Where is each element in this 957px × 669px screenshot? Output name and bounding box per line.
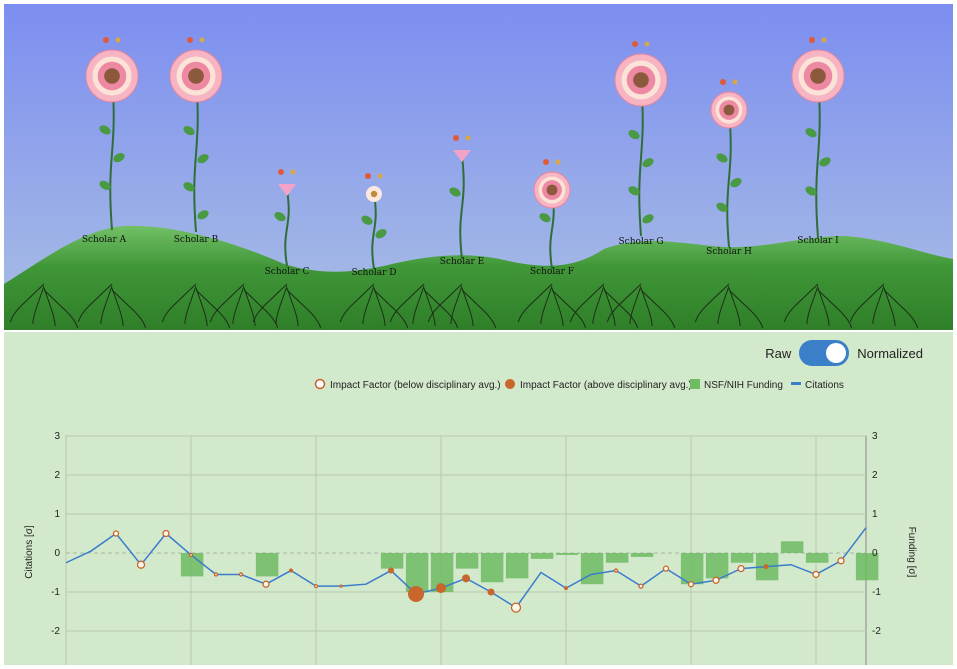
scholar-label: Scholar E xyxy=(440,257,484,267)
funding-bar xyxy=(455,553,479,569)
impact-below-point xyxy=(837,557,845,565)
legend-if-above-label: Impact Factor (above disciplinary avg.) xyxy=(520,380,692,391)
funding-bar xyxy=(180,553,204,577)
y-tick-label: 2 xyxy=(54,470,60,481)
legend-if-above-marker xyxy=(505,379,515,389)
y2-tick-label: -1 xyxy=(872,587,881,598)
y2-axis-label: Funding [σ] xyxy=(906,527,917,578)
funding-bar xyxy=(505,553,529,579)
legend: Impact Factor (below disciplinary avg.) … xyxy=(314,378,844,391)
funding-bar xyxy=(405,553,429,592)
impact-above-point xyxy=(289,568,293,573)
scholar-garden: Scholar A Scholar B Scholar C Scholar D Scho… xyxy=(4,4,953,330)
impact-above-point xyxy=(408,585,424,602)
chart-panel: Raw Normalized Impact Factor (below disc… xyxy=(4,332,953,665)
impact-above-point xyxy=(763,564,769,570)
scholar-flower xyxy=(274,169,296,267)
toggle-knob xyxy=(826,343,847,363)
impact-above-point xyxy=(487,588,495,596)
impact-below-point xyxy=(213,572,219,577)
funding-bar xyxy=(255,553,279,577)
funding-bar xyxy=(780,541,804,553)
scholar-flower xyxy=(169,37,223,233)
funding-bar xyxy=(630,553,654,557)
impact-below-point xyxy=(238,572,244,577)
y2-tick-label: 3 xyxy=(872,431,878,442)
funding-bar xyxy=(605,553,629,563)
impact-below-point xyxy=(112,530,120,537)
impact-above-point xyxy=(436,583,446,594)
legend-funding-marker xyxy=(690,379,700,389)
y-tick-label: 0 xyxy=(54,548,60,559)
impact-below-point xyxy=(313,583,319,589)
citations-funding-chart: Impact Factor (below disciplinary avg.) … xyxy=(24,378,917,665)
impact-below-point xyxy=(162,529,170,538)
y-axis-label: Citations [σ] xyxy=(24,525,35,579)
y-tick-label: -2 xyxy=(51,626,60,637)
scholar-flower xyxy=(449,135,471,260)
legend-if-below-marker xyxy=(314,378,326,390)
funding-bar xyxy=(555,553,579,555)
scholar-flower xyxy=(614,41,668,237)
y2-tick-label: 0 xyxy=(872,548,878,559)
impact-below-point xyxy=(510,602,522,613)
impact-below-point xyxy=(339,584,343,588)
funding-bar xyxy=(480,553,504,583)
impact-below-point xyxy=(812,570,820,579)
impact-above-point xyxy=(462,574,470,583)
impact-below-point xyxy=(136,560,146,569)
funding-bar xyxy=(855,553,879,581)
legend-citations-label: Citations xyxy=(805,380,844,391)
funding-bar xyxy=(730,553,754,563)
scholar-flower xyxy=(533,159,571,270)
raw-normalized-toggle[interactable]: Raw Normalized xyxy=(765,340,923,366)
scholar-flower xyxy=(85,37,139,231)
funding-bar xyxy=(705,553,729,579)
y-tick-label: -1 xyxy=(51,587,60,598)
funding-bar xyxy=(530,553,554,559)
scholar-label: Scholar I xyxy=(797,236,839,246)
impact-below-point xyxy=(188,552,194,558)
scholar-label: Scholar D xyxy=(351,268,396,278)
impact-below-point xyxy=(737,564,745,573)
impact-below-point xyxy=(662,565,670,572)
funding-bar xyxy=(680,553,704,585)
y-tick-label: 3 xyxy=(54,431,60,442)
scholar-label: Scholar H xyxy=(706,247,752,257)
scholar-flower xyxy=(361,173,387,270)
scholar-label: Scholar G xyxy=(618,237,663,247)
raw-label: Raw xyxy=(765,345,792,361)
normalized-label: Normalized xyxy=(857,345,923,361)
scholar-label: Scholar A xyxy=(82,235,127,245)
impact-below-point xyxy=(712,576,720,584)
funding-bar xyxy=(805,553,829,563)
funding-bar xyxy=(580,553,604,585)
legend-funding-label: NSF/NIH Funding xyxy=(704,380,783,391)
scholar-label: Scholar B xyxy=(174,235,219,245)
impact-below-point xyxy=(262,580,270,588)
impact-above-point xyxy=(388,567,394,574)
impact-below-point xyxy=(687,581,695,588)
legend-if-below-label: Impact Factor (below disciplinary avg.) xyxy=(330,380,501,391)
y2-tick-label: 2 xyxy=(872,470,878,481)
scholar-label: Scholar F xyxy=(530,267,574,277)
scholar-flower xyxy=(791,37,845,239)
y-tick-label: 1 xyxy=(54,509,60,520)
y2-tick-label: -2 xyxy=(872,626,881,637)
funding-bar xyxy=(380,553,404,569)
toggle-switch[interactable] xyxy=(799,340,850,366)
scholar-flower xyxy=(710,79,748,248)
impact-above-point xyxy=(564,586,568,591)
funding-bar xyxy=(430,553,454,592)
impact-below-point xyxy=(613,568,619,573)
y2-tick-label: 1 xyxy=(872,509,878,520)
scholar-label: Scholar C xyxy=(265,267,310,277)
impact-below-point xyxy=(638,583,644,589)
legend-citations-marker xyxy=(791,382,801,385)
